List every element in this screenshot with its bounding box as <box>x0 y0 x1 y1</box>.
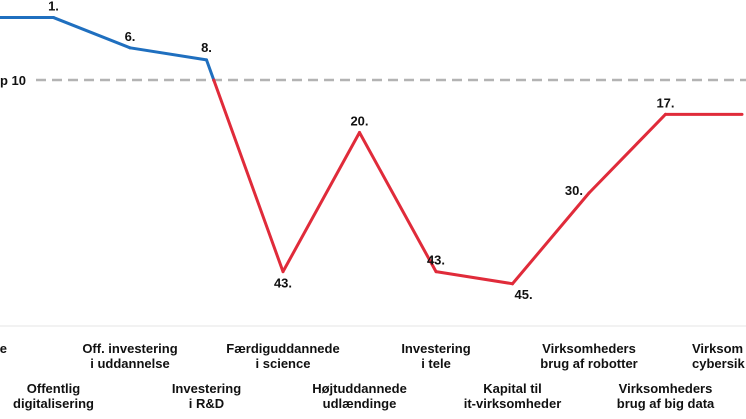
rank-label: 8. <box>201 40 212 55</box>
category-labels: e Offentlig digitalisering Off. investering… <box>0 341 746 411</box>
rank-label: 6. <box>125 29 136 44</box>
category-label: Offentlig digitalisering <box>13 381 94 411</box>
category-label: Virksomheders brug af big data <box>617 381 715 411</box>
category-label: Investering i R&D <box>172 381 241 411</box>
top-10-reference-label: p 10 <box>0 73 26 88</box>
rank-labels: 1. 6. 8. 43. 20. 43. 45. 30. 17. <box>48 0 674 302</box>
rank-label: 30. <box>565 183 583 198</box>
series-segment <box>212 78 285 274</box>
series-segment <box>128 46 208 62</box>
series-segment <box>52 16 132 50</box>
series-segment <box>358 131 438 274</box>
category-label: Højtuddannede udlændinge <box>312 381 407 411</box>
category-label: Off. investering i uddannelse <box>82 341 177 371</box>
series-line <box>0 16 744 286</box>
rank-label: 1. <box>48 0 59 14</box>
series-segment <box>511 191 591 286</box>
rank-label: 43. <box>274 276 292 291</box>
category-label: Investering i tele <box>401 341 470 371</box>
rank-label: 43. <box>427 253 445 268</box>
rank-label: 17. <box>656 95 674 110</box>
series-segment <box>434 270 514 286</box>
category-label: Virksomheders brug af robotter <box>540 341 638 371</box>
rank-label: 20. <box>350 114 368 129</box>
series-segment <box>205 58 216 82</box>
series-segment <box>281 131 361 274</box>
category-label: e <box>0 341 7 356</box>
category-label: Kapital til it-virksomheder <box>464 381 562 411</box>
rank-label: 45. <box>515 287 533 302</box>
category-label: Virksom cybersik <box>692 341 746 371</box>
category-label: Færdiguddannede i science <box>226 341 339 371</box>
series-segment <box>587 112 667 195</box>
